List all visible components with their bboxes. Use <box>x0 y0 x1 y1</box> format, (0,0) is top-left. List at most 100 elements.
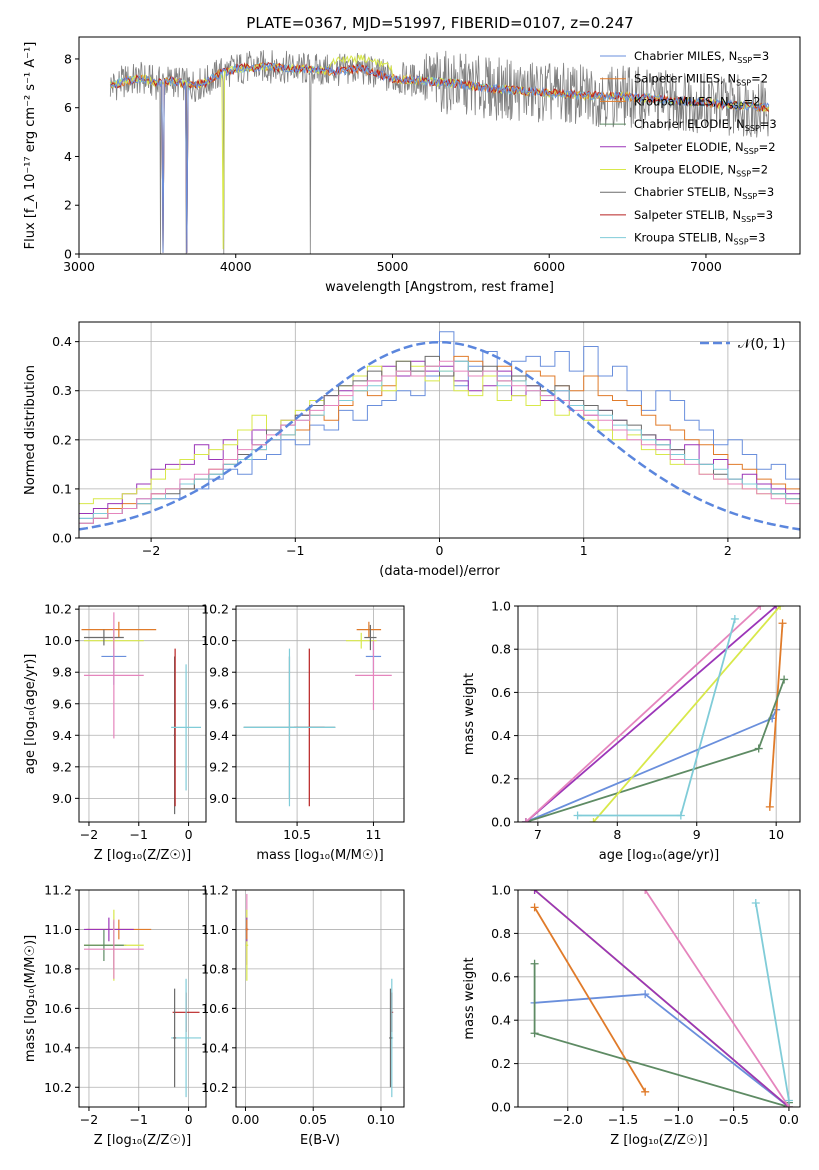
age_weight-series-marker <box>573 811 582 820</box>
age_weight-plot-area <box>521 606 789 822</box>
z_mass-background <box>79 890 206 1107</box>
spectrum-legend-label: Chabrier STELIB, NSSP=3 <box>634 185 774 201</box>
spectrum-legend-label: Chabrier ELODIE, NSSP=3 <box>634 117 777 133</box>
figure-title: PLATE=0367, MJD=51997, FIBERID=0107, z=0… <box>246 14 633 32</box>
age_weight-ytick-label: 0.2 <box>491 771 511 786</box>
spectrum-plot-area <box>109 50 770 254</box>
age_weight-panel: 7 8 9 10 0.0 0.2 0.4 0.6 0.8 1.0 age [log₁₀(age/yr… <box>462 599 801 863</box>
z_mass-ytick-label: 10.6 <box>44 1001 72 1016</box>
z_mass-xlabel: Z [log₁₀(Z/Z☉)] <box>94 1133 191 1148</box>
spectrum-ytick-label: 6 <box>64 100 72 115</box>
z_age-ytick-label: 9.6 <box>52 696 72 711</box>
z_weight-frame <box>517 889 801 1108</box>
residuals-panel: −2 −1 0 1 2 0.0 0.1 0.2 0.3 0.4 (data-model)/error… <box>23 321 801 579</box>
residuals-legend-label: 𝒩(0, 1) <box>738 337 785 352</box>
z_age-ytick-label: 9.8 <box>52 665 72 680</box>
age_weight-series-line <box>525 606 761 822</box>
residuals-plot-area <box>79 331 800 531</box>
spectrum-ytick-label: 2 <box>64 198 72 213</box>
z_weight-series-marker <box>530 959 539 968</box>
spectrum-xlabel: wavelength [Angstrom, rest frame] <box>325 280 554 295</box>
z_mass-plot-area <box>83 909 202 1098</box>
z_weight-ytick-label: 0.2 <box>491 1056 511 1071</box>
mass_age-ytick-label: 10.2 <box>201 602 229 617</box>
age_weight-series-line <box>592 606 781 822</box>
ebv_mass-xlabel: E(B-V) <box>300 1133 340 1148</box>
z_mass-ytick-label: 10.8 <box>44 961 72 976</box>
residuals-ytick-label: 0.2 <box>52 432 72 447</box>
z_age-ytick-label: 10.0 <box>44 633 72 648</box>
z_age-ytick-label: 9.2 <box>52 759 72 774</box>
z_weight-ylabel: mass weight <box>462 957 477 1039</box>
z_age-xtick-label: 0 <box>185 827 193 842</box>
z_weight-ytick-label: 0.4 <box>491 1013 511 1028</box>
mass_age-panel: 10.5 11 9.0 9.2 9.4 9.6 9.8 10.0 10.2 mass [log₁₀… <box>201 602 405 863</box>
mass_age-xlabel: mass [log₁₀(M/M☉)] <box>256 848 383 863</box>
spectrum-xtick-label: 6000 <box>533 259 565 274</box>
age_weight-ylabel: mass weight <box>462 673 477 755</box>
z_mass-panel: −2 −1 0 10.2 10.4 10.6 10.8 11.0 11.2 Z [log₁₀(Z/… <box>23 883 207 1148</box>
mass_age-plot-area <box>243 621 392 807</box>
z_weight-ytick-label: 0.6 <box>491 969 511 984</box>
age_weight-series-marker <box>765 802 774 811</box>
spectrum-legend-label: Salpeter ELODIE, NSSP=2 <box>634 140 776 156</box>
mass_age-ytick-label: 9.0 <box>209 791 229 806</box>
ebv_mass-background <box>236 890 404 1107</box>
residuals-xtick-label: 2 <box>724 543 732 558</box>
z_weight-panel: −2.0 −1.5 −1.0 −0.5 0.0 0.0 0.2 0.4 0.6 0.8 1.0 Z [… <box>462 883 801 1148</box>
residuals-ytick-label: 0.4 <box>52 334 72 349</box>
z_age-ytick-label: 9.4 <box>52 728 72 743</box>
z_weight-series-line <box>533 906 646 1093</box>
z_mass-xtick-label: 0 <box>185 1112 193 1127</box>
age_weight-xtick-label: 10 <box>768 827 784 842</box>
age_weight-xtick-label: 8 <box>613 827 621 842</box>
z_weight-series-line <box>644 890 790 1107</box>
spectrum-xtick-label: 5000 <box>377 259 409 274</box>
z_weight-xtick-label: −0.5 <box>718 1112 748 1127</box>
age_weight-ytick-label: 1.0 <box>491 599 511 614</box>
z_mass-xtick-label: −1 <box>130 1112 148 1127</box>
z_weight-xlabel: Z [log₁₀(Z/Z☉)] <box>610 1133 707 1148</box>
spectrum-xtick-label: 7000 <box>690 259 722 274</box>
residuals-xtick-label: −1 <box>286 543 304 558</box>
residuals-xlabel: (data-model)/error <box>379 564 500 579</box>
z_weight-ytick-label: 0.8 <box>491 926 511 941</box>
age_weight-series-marker <box>756 606 765 610</box>
residuals-histogram-step <box>79 360 800 524</box>
mass_age-frame <box>235 605 405 823</box>
z_age-xtick-label: −1 <box>130 827 148 842</box>
age_weight-series-marker <box>754 744 763 753</box>
spectrum-model-line <box>109 61 770 253</box>
z_mass-ytick-label: 10.2 <box>44 1080 72 1095</box>
spectrum-ytick-label: 0 <box>64 247 72 262</box>
residuals-ytick-label: 0.1 <box>52 481 72 496</box>
age_weight-ytick-label: 0.0 <box>491 815 511 830</box>
age_weight-series-marker <box>778 619 787 628</box>
z_weight-xtick-label: −2.0 <box>553 1112 583 1127</box>
z_weight-series-marker <box>530 903 539 912</box>
z_age-ylabel: age [log₁₀(age/yr)] <box>23 654 38 775</box>
z_weight-background <box>518 890 800 1107</box>
ebv_mass-ytick-label: 10.2 <box>201 1080 229 1095</box>
spectrum-observed-line <box>109 50 770 254</box>
residuals-xtick-label: −2 <box>142 543 160 558</box>
spectrum-ytick-label: 8 <box>64 51 72 66</box>
age_weight-series-marker <box>776 606 785 610</box>
age_weight-series-marker <box>589 818 598 822</box>
residuals-ytick-label: 0.3 <box>52 383 72 398</box>
ebv_mass-ytick-label: 10.6 <box>201 1001 229 1016</box>
mass_age-ytick-label: 9.8 <box>209 665 229 680</box>
z_weight-series-line <box>534 890 790 1107</box>
z_age-plot-area <box>81 612 202 815</box>
age_weight-series-marker <box>772 606 781 610</box>
spectrum-frame <box>78 36 801 255</box>
ebv_mass-ytick-label: 11.0 <box>201 922 229 937</box>
age_weight-series-marker <box>521 818 530 822</box>
z_mass-ytick-label: 11.2 <box>44 883 72 898</box>
z_mass-ytick-label: 11.0 <box>44 922 72 937</box>
spectrum-legend-label: Salpeter MILES, NSSP=2 <box>634 72 768 88</box>
spectrum-xtick-label: 4000 <box>220 259 252 274</box>
ebv_mass-xtick-label: 0.00 <box>232 1112 260 1127</box>
ebv_mass-xtick-label: 0.05 <box>299 1112 327 1127</box>
